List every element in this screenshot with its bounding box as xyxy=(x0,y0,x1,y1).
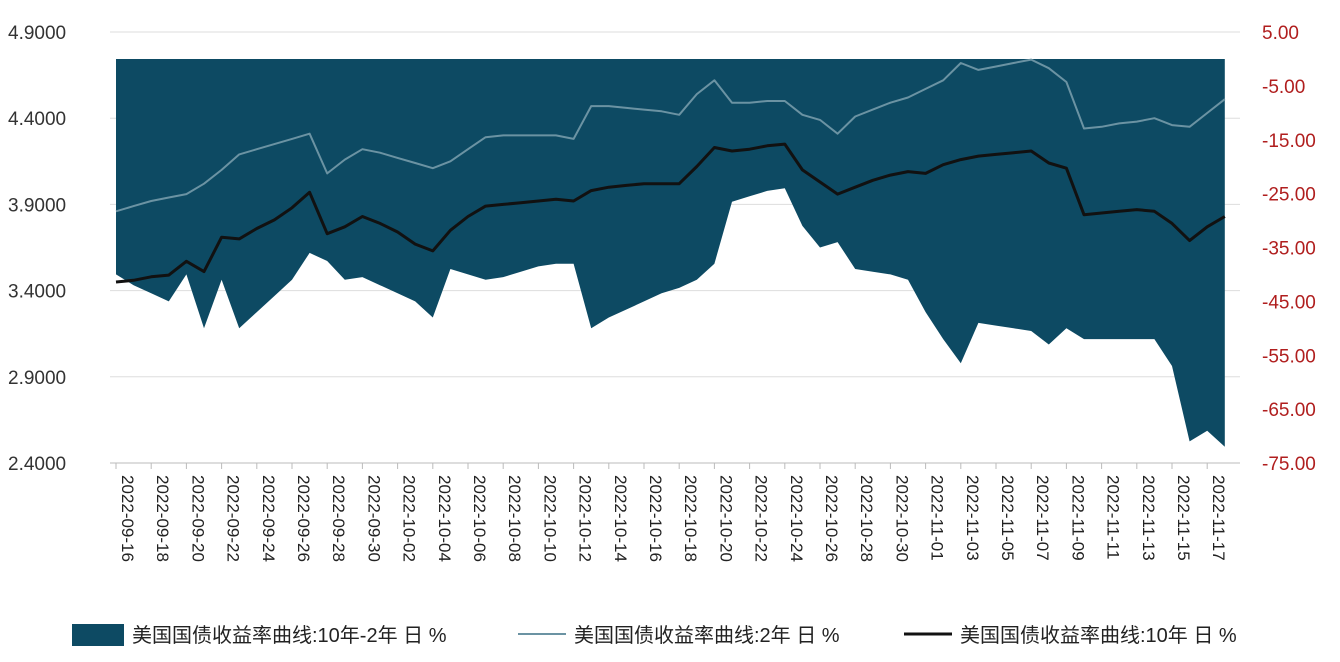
right-tick-label: -35.00 xyxy=(1262,239,1316,260)
x-tick-label: 2022-10-04 xyxy=(435,475,454,562)
x-tick-label: 2022-09-26 xyxy=(294,475,313,562)
x-tick-label: 2022-09-28 xyxy=(329,475,348,562)
right-tick-label: -25.00 xyxy=(1262,185,1316,206)
x-tick-label: 2022-10-02 xyxy=(400,475,419,562)
left-tick-label: 3.9000 xyxy=(8,195,66,216)
x-tick-label: 2022-10-24 xyxy=(787,475,806,562)
x-tick-label: 2022-10-12 xyxy=(576,475,595,562)
spread-area xyxy=(116,58,1225,447)
x-tick-label: 2022-09-18 xyxy=(153,475,172,562)
right-tick-label: -75.00 xyxy=(1262,454,1316,475)
x-tick-label: 2022-10-18 xyxy=(681,475,700,562)
x-tick-label: 2022-09-24 xyxy=(259,475,278,562)
legend-label-spread: 美国国债收益率曲线:10年-2年 日 % xyxy=(132,624,447,647)
x-tick-label: 2022-11-13 xyxy=(1139,475,1158,561)
x-tick-label: 2022-10-06 xyxy=(470,475,489,562)
x-tick-label: 2022-09-20 xyxy=(188,475,207,562)
right-tick-label: -55.00 xyxy=(1262,346,1316,367)
left-tick-label: 3.4000 xyxy=(8,282,66,303)
legend: 美国国债收益率曲线:10年-2年 日 % 美国国债收益率曲线:2年 日 % 美国… xyxy=(72,624,1237,647)
right-tick-label: -45.00 xyxy=(1262,292,1316,313)
legend-swatch-spread xyxy=(72,624,124,646)
right-axis: 5.00 -5.00 -15.00 -25.00 -35.00 -45.00 -55.00 -… xyxy=(1262,23,1316,475)
x-tick-label: 2022-10-26 xyxy=(822,475,841,562)
right-tick-label: -65.00 xyxy=(1262,400,1316,421)
series-line-2y-yield xyxy=(115,58,1226,213)
x-tick-label: 2022-11-07 xyxy=(1033,475,1052,561)
right-tick-label: -5.00 xyxy=(1262,77,1305,98)
x-tick-label: 2022-09-22 xyxy=(224,475,243,562)
x-tick-label: 2022-10-16 xyxy=(646,475,665,562)
legend-label-10y: 美国国债收益率曲线:10年 日 % xyxy=(960,624,1237,647)
legend-label-2y: 美国国债收益率曲线:2年 日 % xyxy=(574,624,840,647)
x-tick-label: 2022-09-30 xyxy=(364,475,383,562)
x-tick-label: 2022-11-15 xyxy=(1174,475,1193,561)
x-tick-label: 2022-10-22 xyxy=(752,475,771,562)
x-tick-label: 2022-10-10 xyxy=(540,475,559,562)
x-tick-label: 2022-10-14 xyxy=(611,475,630,562)
x-tick-label: 2022-11-11 xyxy=(1104,475,1123,559)
x-tick-label: 2022-11-01 xyxy=(928,475,947,561)
x-tick-label: 2022-10-30 xyxy=(892,475,911,562)
left-axis: 4.9000 4.4000 3.9000 3.4000 2.9000 2.4000 xyxy=(8,23,66,475)
x-tick-label: 2022-10-20 xyxy=(716,475,735,562)
x-tick-label: 2022-09-16 xyxy=(118,475,137,562)
x-tick-label: 2022-11-05 xyxy=(998,475,1017,561)
x-tick-label: 2022-10-08 xyxy=(505,475,524,562)
x-tick-label: 2022-11-17 xyxy=(1209,475,1228,561)
x-tick-label: 2022-10-28 xyxy=(857,475,876,562)
x-tick-label: 2022-11-03 xyxy=(963,475,982,561)
series-line-10y-yield xyxy=(115,142,1226,284)
right-tick-label: 5.00 xyxy=(1262,23,1299,44)
x-axis: 2022-09-16 2022-09-18 2022-09-20 2022-09-22… xyxy=(115,463,1228,562)
left-tick-label: 2.4000 xyxy=(8,454,66,475)
x-tick-label: 2022-11-09 xyxy=(1068,475,1087,561)
left-tick-label: 4.9000 xyxy=(8,23,66,44)
left-tick-label: 2.9000 xyxy=(8,368,66,389)
left-tick-label: 4.4000 xyxy=(8,109,66,130)
right-tick-label: -15.00 xyxy=(1262,131,1316,152)
